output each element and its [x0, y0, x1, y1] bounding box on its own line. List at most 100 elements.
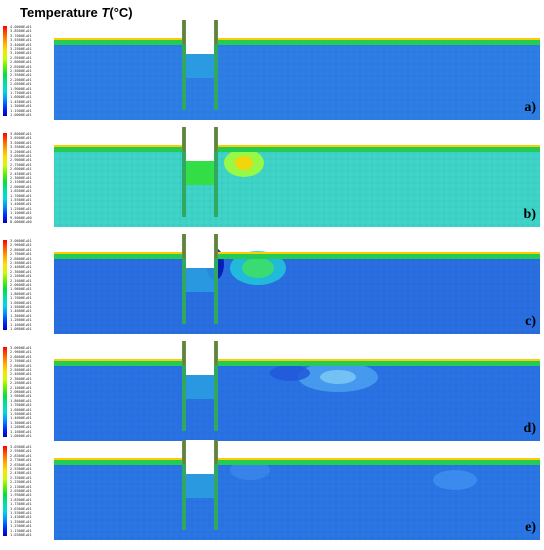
temperature-panel: 3.0600E+01 2.9600E+01 2.8600E+01 2.7600E+01… [0, 341, 544, 443]
legend-tick-label: 1.2300E+01 [10, 524, 32, 529]
legend-tick-label: 3.5500E+01 [10, 38, 32, 43]
legend-tick-label: 1.8600E+01 [10, 398, 32, 403]
legend-tick-label: 2.0600E+01 [10, 283, 32, 287]
surface-band [54, 361, 540, 366]
legend-tick-label: 1.0600E+01 [10, 327, 32, 331]
legend-tick-label: 1.3300E+01 [10, 519, 32, 524]
legend-tick-label: 1.9300E+01 [10, 493, 32, 498]
legend-tick-label: 2.1600E+01 [10, 385, 32, 390]
legend-tick-label: 1.4600E+01 [10, 416, 32, 421]
legend-tick-label: 1.1500E+01 [10, 108, 32, 113]
temperature-field [53, 234, 541, 334]
surface-hot-band [54, 252, 540, 254]
panel-label: e) [525, 520, 536, 535]
panel-label: c) [525, 314, 536, 329]
legend-tick-label: 1.5600E+01 [10, 305, 32, 309]
legend-tick-label: 3.0300E+01 [10, 445, 32, 449]
legend-tick-label: 2.0600E+01 [10, 390, 32, 394]
legend-tick-label: 1.4600E+01 [10, 309, 32, 314]
legend-tick-label: 1.8500E+01 [10, 189, 32, 194]
temperature-field [53, 341, 541, 441]
legend-tick-label: 1.3600E+01 [10, 313, 32, 318]
intake-wall-right [214, 127, 218, 217]
legend-tick-label: 1.2600E+01 [10, 318, 32, 323]
color-scale-bar [3, 133, 7, 223]
legend-tick-label: 1.3600E+01 [10, 420, 32, 425]
legend-tick-label: 2.6000E+01 [10, 167, 32, 172]
color-legend: 3.8000E+01 3.6500E+01 3.5000E+01 3.3500E+01… [3, 132, 51, 225]
legend-tick-label: 2.7600E+01 [10, 252, 32, 257]
legend-tick-label: 3.5000E+01 [10, 140, 32, 145]
color-legend: 4.0000E+01 3.8500E+01 3.7000E+01 3.5500E+01… [3, 25, 51, 118]
legend-tick-label: 3.3500E+01 [10, 145, 32, 150]
legend-tick-label: 1.7000E+01 [10, 193, 32, 198]
legend-tick-label: 2.7600E+01 [10, 359, 32, 364]
legend-tick-label: 2.4500E+01 [10, 171, 32, 176]
legend-tick-label: 1.6600E+01 [10, 300, 32, 305]
legend-tick-label: 2.9500E+01 [10, 55, 32, 60]
thermal-plume [433, 470, 477, 490]
surface-band [54, 40, 540, 45]
legend-tick-label: 2.8000E+01 [10, 60, 32, 65]
legend-tick-label: 1.5500E+01 [10, 198, 32, 202]
legend-tick-label: 1.9600E+01 [10, 394, 32, 399]
legend-tick-label: 2.0500E+01 [10, 82, 32, 87]
title-symbol: T [101, 5, 110, 20]
legend-tick-label: 3.4000E+01 [10, 42, 32, 47]
intake-wall-left [182, 341, 186, 431]
legend-tick-label: 2.9600E+01 [10, 243, 32, 248]
title-prefix: Temperature [20, 5, 102, 20]
legend-tick-label: 2.3300E+01 [10, 475, 32, 480]
legend-tick-label: 2.9600E+01 [10, 350, 32, 355]
legend-tick-label: 2.3600E+01 [10, 269, 32, 274]
domain-fill [54, 147, 540, 227]
legend-tick-label: 1.8300E+01 [10, 497, 32, 502]
legend-tick-label: 1.6600E+01 [10, 407, 32, 412]
legend-tick-label: 1.0000E+01 [10, 113, 32, 117]
intake-water [186, 474, 214, 498]
legend-tick-label: 3.0600E+01 [10, 239, 32, 243]
color-scale-bar [3, 26, 7, 116]
legend-tick-label: 2.5300E+01 [10, 467, 32, 471]
legend-tick-label: 2.0300E+01 [10, 489, 32, 493]
temperature-panel: 3.8000E+01 3.6500E+01 3.5000E+01 3.3500E+01… [0, 127, 544, 229]
legend-tick-label: 2.5600E+01 [10, 368, 32, 372]
legend-tick-label: 2.7300E+01 [10, 458, 32, 463]
legend-tick-label: 2.5000E+01 [10, 69, 32, 73]
legend-tick-label: 2.4600E+01 [10, 265, 32, 270]
legend-tick-label: 1.1600E+01 [10, 322, 32, 327]
domain-fill [54, 254, 540, 334]
intake-wall-right [214, 234, 218, 324]
intake-water [186, 375, 214, 399]
temperature-panel: 3.0300E+01 2.9300E+01 2.8300E+01 2.7300E+01… [0, 440, 544, 542]
legend-tick-label: 1.4500E+01 [10, 99, 32, 104]
legend-tick-label: 3.0600E+01 [10, 346, 32, 350]
intake-wall-right [214, 440, 218, 530]
legend-tick-label: 2.3000E+01 [10, 176, 32, 180]
legend-tick-label: 2.4600E+01 [10, 372, 32, 377]
color-legend: 3.0600E+01 2.9600E+01 2.8600E+01 2.7600E+01… [3, 346, 51, 439]
intake-opening [186, 234, 214, 268]
surface-band [54, 254, 540, 259]
title-unit: (°C) [109, 5, 133, 20]
legend-tick-label: 2.6600E+01 [10, 256, 32, 261]
intake-water [186, 54, 214, 78]
temperature-field [53, 127, 541, 227]
legend-tick-label: 1.7600E+01 [10, 403, 32, 408]
legend-tick-label: 3.6500E+01 [10, 136, 32, 141]
intake-wall-left [182, 440, 186, 530]
intake-opening [186, 341, 214, 375]
panel-label: d) [523, 421, 536, 436]
legend-tick-label: 3.2000E+01 [10, 149, 32, 154]
thermal-plume [242, 258, 274, 278]
intake-wall-right [214, 20, 218, 110]
temperature-field [53, 20, 541, 120]
legend-tick-label: 2.1600E+01 [10, 278, 32, 283]
legend-tick-label: 4.0000E+01 [10, 25, 32, 29]
domain-fill [54, 40, 540, 120]
intake-opening [186, 127, 214, 161]
legend-tick-label: 2.1300E+01 [10, 484, 32, 489]
legend-tick-label: 8.0000E+00 [10, 220, 32, 224]
surface-hot-band [54, 38, 540, 40]
temperature-field [53, 440, 541, 540]
